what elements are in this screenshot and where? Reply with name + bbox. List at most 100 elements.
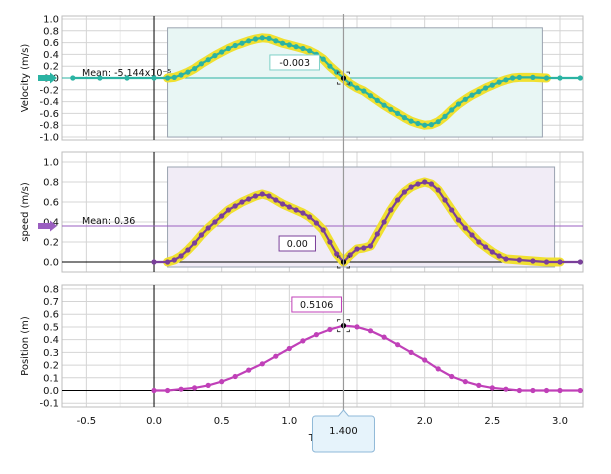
- data-point: [219, 213, 225, 219]
- mean-label: Mean: 0.36: [82, 216, 135, 227]
- xtick-label: 2.0: [417, 416, 433, 427]
- xtick-label: 3.0: [552, 416, 568, 427]
- value-annotation-box[interactable]: [278, 235, 316, 252]
- ytick-label: 0.0: [43, 258, 59, 269]
- cursor-time-bubble[interactable]: 1.400: [311, 409, 375, 453]
- data-point: [503, 77, 509, 83]
- y-axis-label: speed (m/s): [20, 182, 31, 242]
- data-point: [516, 257, 523, 263]
- data-point: [246, 367, 252, 373]
- data-point: [327, 239, 333, 245]
- data-point: [489, 249, 495, 255]
- data-point: [293, 207, 299, 213]
- data-point: [395, 197, 401, 203]
- data-point: [530, 258, 536, 264]
- data-point: [259, 361, 265, 367]
- ytick-label: 0.8: [43, 284, 59, 295]
- data-point: [503, 256, 509, 262]
- data-point: [185, 69, 191, 75]
- ytick-label: -0.2: [39, 85, 59, 96]
- value-annotation-box[interactable]: [291, 296, 342, 313]
- value-annotation-box[interactable]: [269, 54, 320, 71]
- data-point: [395, 110, 401, 116]
- data-point: [334, 251, 340, 257]
- data-point: [192, 66, 198, 72]
- ytick-label: 1.0: [43, 158, 59, 169]
- data-point: [259, 191, 265, 197]
- data-point: [455, 217, 462, 223]
- data-point: [435, 366, 441, 372]
- ytick-label: 1.0: [43, 14, 59, 25]
- xtick-label: -0.5: [77, 416, 97, 427]
- cursor-time-label: 1.400: [329, 426, 358, 437]
- data-point: [442, 113, 448, 119]
- ytick-label: 0.2: [43, 361, 59, 372]
- ytick-label: 0.4: [43, 335, 59, 346]
- data-point: [422, 357, 428, 363]
- data-point: [165, 75, 171, 81]
- data-point: [313, 332, 319, 338]
- data-point: [509, 75, 516, 81]
- data-point: [354, 246, 360, 252]
- ytick-label: 0.2: [43, 238, 59, 249]
- cursor-bubble-shape[interactable]: [311, 409, 375, 453]
- data-point: [401, 115, 407, 121]
- data-point: [422, 179, 428, 185]
- data-point: [503, 386, 509, 392]
- data-point: [543, 259, 550, 265]
- data-point: [388, 207, 394, 213]
- data-point: [395, 342, 401, 348]
- data-point: [252, 193, 259, 199]
- data-point: [280, 40, 286, 46]
- data-point: [367, 328, 374, 334]
- data-point: [97, 75, 103, 81]
- data-point: [347, 252, 353, 258]
- ytick-label: 0.7: [43, 297, 59, 308]
- xtick-label: 1.0: [281, 416, 297, 427]
- data-point: [354, 324, 360, 330]
- data-point: [205, 225, 211, 231]
- data-point: [232, 373, 238, 380]
- ytick-label: 0.2: [43, 62, 59, 73]
- ytick-label: 0.5: [43, 322, 59, 333]
- data-point: [577, 75, 583, 81]
- data-point: [286, 42, 292, 48]
- mean-marker-icon[interactable]: [38, 220, 57, 232]
- data-point: [361, 88, 367, 94]
- data-point: [192, 240, 198, 246]
- ytick-label: 0.8: [43, 26, 59, 37]
- data-point: [178, 72, 184, 78]
- mean-label: Mean: -5.144x10⁻⁵: [82, 68, 171, 79]
- data-point: [367, 243, 374, 249]
- data-point: [381, 334, 387, 340]
- data-point: [530, 74, 536, 80]
- data-point: [165, 387, 171, 394]
- mean-marker-icon[interactable]: [38, 72, 57, 84]
- data-point: [212, 219, 218, 225]
- y-axis-label: Position (m): [20, 316, 31, 376]
- data-point: [462, 225, 468, 231]
- data-point: [557, 259, 563, 265]
- ytick-label: 0.6: [43, 310, 59, 321]
- data-point: [449, 107, 455, 113]
- data-point: [476, 382, 482, 388]
- data-point: [259, 35, 265, 41]
- data-point: [415, 181, 421, 187]
- data-point: [151, 259, 157, 265]
- data-point: [442, 197, 448, 203]
- data-point: [374, 97, 380, 103]
- data-point: [435, 119, 441, 125]
- data-point: [171, 74, 177, 80]
- series-line: [154, 324, 581, 392]
- ytick-label: 0.4: [43, 50, 59, 61]
- data-point: [286, 345, 292, 352]
- data-point: [374, 231, 380, 237]
- data-point: [462, 379, 468, 385]
- data-point: [320, 227, 326, 233]
- data-point: [516, 387, 523, 394]
- data-point: [381, 102, 387, 108]
- data-point: [455, 101, 462, 107]
- ytick-label: -1.0: [39, 133, 59, 144]
